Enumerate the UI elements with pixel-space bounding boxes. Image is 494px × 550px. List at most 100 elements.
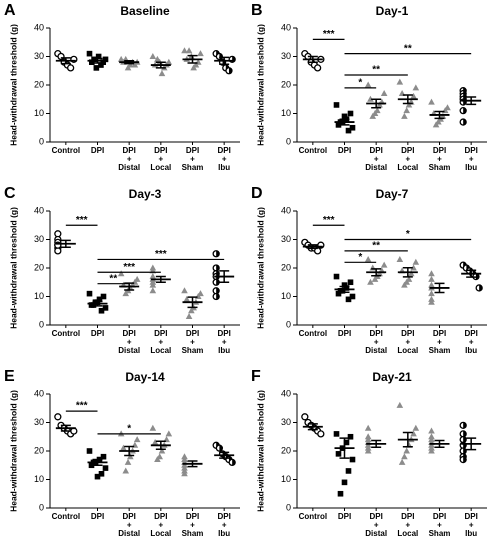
sem-bar: [187, 460, 198, 468]
x-tick-label: DPI: [154, 512, 167, 521]
data-point: [371, 275, 379, 282]
data-point: [185, 47, 193, 54]
x-tick-label: DPI: [186, 329, 199, 338]
data-point: [364, 447, 372, 454]
x-tick-label: +: [222, 338, 227, 347]
data-point: [212, 278, 220, 286]
marker-half: [463, 430, 467, 437]
x-tick-label: Local: [397, 529, 418, 538]
x-tick-label: +: [405, 521, 410, 530]
significance-label: ***: [323, 215, 335, 226]
x-tick-label: DPI: [433, 146, 446, 155]
x-tick-label: +: [374, 155, 379, 164]
y-tick-label: 10: [281, 291, 291, 301]
x-tick-label: Local: [150, 163, 171, 172]
y-axis-label: Head-withdrawal threshold (g): [255, 390, 265, 512]
data-point: [54, 413, 62, 421]
data-point: [396, 401, 404, 408]
y-axis-label: Head-withdrawal threshold (g): [255, 207, 265, 329]
data-point: [367, 278, 374, 285]
sem-bar: [187, 296, 198, 309]
x-tick-label: DPI: [369, 512, 382, 521]
x-tick-label: Control: [52, 512, 80, 521]
data-point: [197, 50, 204, 57]
x-tick-label: DPI: [401, 329, 414, 338]
y-tick-label: 40: [34, 22, 44, 32]
x-tick-label: Local: [397, 163, 418, 172]
data-point: [428, 290, 435, 297]
x-tick-label: DPI: [154, 329, 167, 338]
data-point: [88, 59, 95, 65]
data-point: [401, 281, 408, 288]
x-tick-label: +: [127, 521, 132, 530]
data-point: [364, 436, 372, 443]
data-point: [428, 275, 435, 282]
sem-bar: [339, 118, 350, 126]
data-point: [190, 64, 197, 71]
data-point: [313, 64, 322, 72]
sem-bar: [371, 268, 382, 277]
sem-bar: [60, 239, 71, 248]
sem-bar: [466, 437, 477, 451]
data-point: [364, 255, 372, 262]
y-tick-label: 0: [39, 136, 44, 146]
data-point: [347, 110, 354, 117]
y-tick-label: 0: [39, 502, 44, 512]
data-point: [100, 453, 107, 460]
marker-half: [463, 436, 467, 443]
y-tick-label: 30: [34, 417, 44, 427]
data-point: [401, 112, 408, 119]
data-point: [376, 101, 383, 108]
data-point: [459, 107, 467, 115]
data-point: [122, 467, 130, 474]
panel-title: Day-7: [376, 187, 409, 201]
significance-label: *: [358, 252, 362, 263]
data-point: [181, 470, 188, 477]
x-tick-label: +: [127, 155, 132, 164]
data-point: [412, 84, 420, 91]
sem-bar: [466, 269, 477, 278]
marker-half: [475, 273, 479, 280]
sem-bar: [124, 445, 135, 457]
data-point: [403, 107, 410, 114]
sem-bar: [339, 285, 350, 293]
panel-letter: E: [4, 368, 15, 385]
y-tick-label: 0: [286, 502, 291, 512]
data-point: [410, 264, 417, 271]
data-point: [428, 436, 435, 443]
x-tick-label: Distal: [365, 529, 387, 538]
x-tick-label: Local: [150, 529, 171, 538]
x-tick-label: DPI: [217, 146, 230, 155]
data-point: [165, 430, 173, 437]
x-tick-label: +: [405, 155, 410, 164]
sem-bar: [155, 61, 166, 69]
significance-label: ***: [155, 249, 167, 260]
data-point: [410, 92, 417, 99]
data-point: [335, 290, 342, 297]
sem-bar: [219, 451, 230, 459]
sem-bar: [466, 96, 477, 106]
sem-bar: [92, 458, 103, 466]
x-tick-label: +: [158, 338, 163, 347]
marker-half: [216, 279, 220, 286]
x-tick-label: +: [437, 338, 442, 347]
significance-label: **: [404, 43, 412, 54]
data-point: [151, 438, 159, 445]
data-point: [86, 290, 93, 297]
data-point: [158, 70, 166, 77]
data-point: [407, 270, 415, 277]
x-tick-label: +: [374, 338, 379, 347]
x-tick-label: Distal: [118, 163, 140, 172]
data-point: [428, 447, 435, 454]
x-tick-label: +: [437, 521, 442, 530]
sem-bar: [155, 275, 166, 283]
data-point: [212, 292, 220, 301]
x-tick-label: +: [469, 338, 474, 347]
x-tick-label: DPI: [338, 329, 351, 338]
data-point: [225, 67, 233, 75]
y-tick-label: 30: [281, 417, 291, 427]
data-point: [98, 471, 105, 477]
marker-half: [463, 119, 467, 126]
x-tick-label: DPI: [154, 146, 167, 155]
data-point: [228, 458, 236, 467]
